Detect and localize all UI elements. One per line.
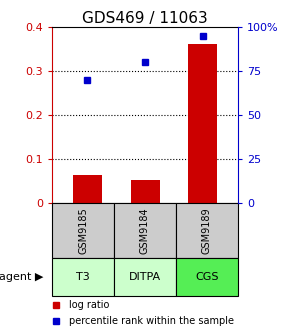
Title: GDS469 / 11063: GDS469 / 11063 bbox=[82, 11, 208, 26]
Bar bbox=[188, 44, 218, 203]
Text: T3: T3 bbox=[76, 272, 90, 282]
Text: GSM9184: GSM9184 bbox=[140, 207, 150, 254]
Bar bbox=[72, 175, 102, 203]
Text: agent ▶: agent ▶ bbox=[0, 272, 43, 282]
Text: log ratio: log ratio bbox=[69, 299, 109, 309]
Text: DITPA: DITPA bbox=[129, 272, 161, 282]
FancyBboxPatch shape bbox=[114, 258, 176, 296]
Text: GSM9185: GSM9185 bbox=[78, 207, 88, 254]
FancyBboxPatch shape bbox=[176, 203, 238, 258]
FancyBboxPatch shape bbox=[176, 258, 238, 296]
Text: CGS: CGS bbox=[195, 272, 219, 282]
Text: percentile rank within the sample: percentile rank within the sample bbox=[69, 316, 234, 326]
FancyBboxPatch shape bbox=[52, 203, 114, 258]
Bar bbox=[130, 180, 160, 203]
Text: GSM9189: GSM9189 bbox=[202, 207, 212, 254]
FancyBboxPatch shape bbox=[52, 258, 114, 296]
FancyBboxPatch shape bbox=[114, 203, 176, 258]
